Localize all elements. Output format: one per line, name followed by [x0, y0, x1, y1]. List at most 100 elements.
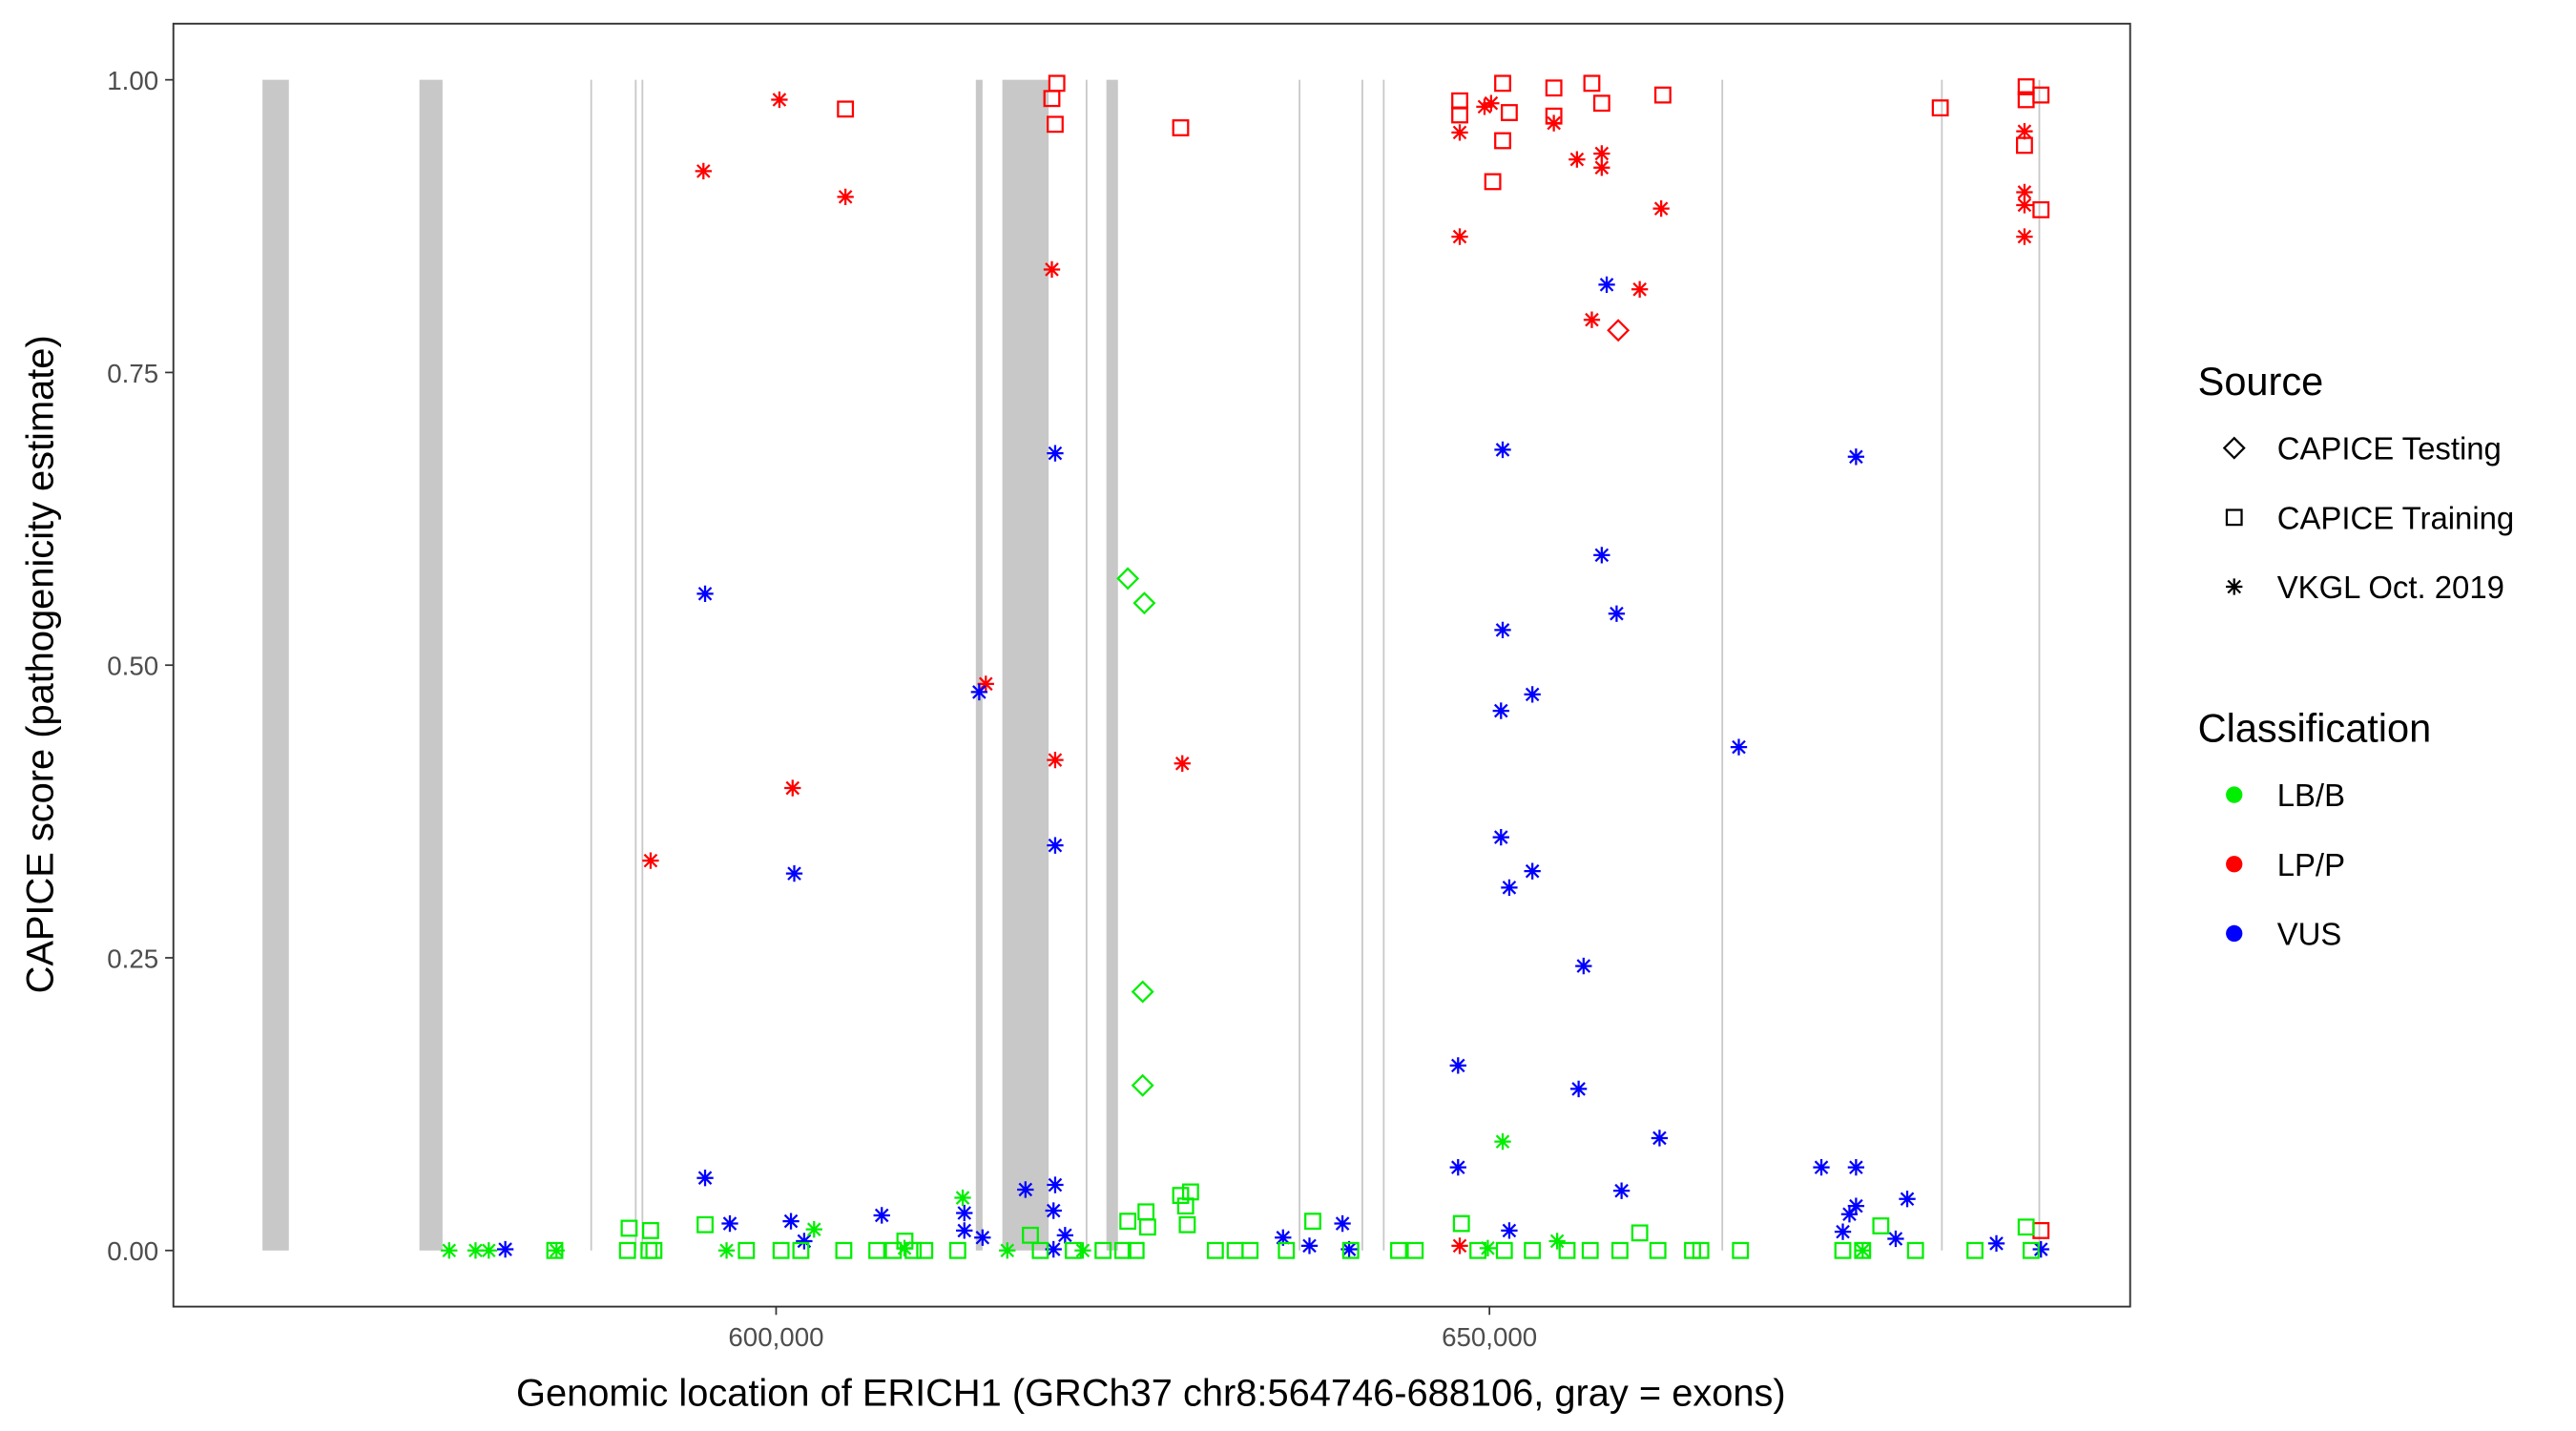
square-marker — [1834, 1241, 1852, 1259]
exon-band — [1382, 79, 1385, 1251]
data-point — [1593, 145, 1610, 162]
square-marker — [835, 1241, 853, 1259]
diamond-marker — [1131, 980, 1154, 1004]
data-point — [792, 1241, 810, 1259]
data-point — [2032, 86, 2050, 104]
asterisk-marker — [1501, 879, 1518, 897]
asterisk-marker — [1887, 1230, 1904, 1248]
legend-source-title: Source — [2198, 359, 2324, 404]
square-marker — [737, 1241, 756, 1259]
data-point — [1131, 1073, 1154, 1097]
square-marker — [2016, 136, 2033, 155]
data-point — [977, 675, 994, 693]
square-marker — [2022, 1241, 2040, 1259]
legend-color-dot-icon — [2226, 786, 2243, 803]
square-marker — [1558, 1241, 1576, 1259]
asterisk-marker — [1494, 621, 1511, 639]
data-point — [1494, 74, 1511, 93]
square-marker — [1501, 104, 1518, 121]
data-point — [873, 1207, 890, 1224]
data-point — [1899, 1191, 1916, 1208]
x-axis-title: Genomic location of ERICH1 (GRCh37 chr8:… — [516, 1372, 1786, 1414]
data-point — [916, 1241, 934, 1259]
asterisk-marker — [1598, 276, 1615, 294]
asterisk-marker — [1494, 1132, 1511, 1151]
asterisk-marker — [1479, 1239, 1497, 1256]
asterisk-marker — [2016, 228, 2033, 245]
data-point — [1583, 311, 1601, 328]
asterisk-marker — [695, 162, 712, 180]
asterisk-marker — [1449, 1158, 1466, 1176]
data-point — [1241, 1241, 1259, 1259]
data-point — [884, 1241, 903, 1259]
square-marker — [1031, 1241, 1049, 1259]
square-marker — [1206, 1241, 1224, 1259]
square-marker — [1278, 1241, 1296, 1259]
asterisk-marker — [1451, 124, 1468, 141]
data-point — [696, 1215, 714, 1234]
data-point — [548, 1242, 565, 1259]
data-point — [1176, 1197, 1195, 1215]
asterisk-marker — [1451, 1237, 1468, 1255]
data-point — [1045, 1240, 1062, 1258]
data-point — [1074, 1242, 1091, 1259]
exon-band — [1361, 79, 1363, 1251]
data-point — [2017, 1218, 2035, 1236]
data-point — [1872, 1217, 1890, 1234]
data-point — [1127, 1241, 1145, 1259]
data-point — [1847, 1197, 1865, 1214]
data-point — [1501, 879, 1518, 897]
square-marker — [618, 1241, 636, 1259]
square-marker — [1545, 79, 1563, 97]
data-point — [1598, 276, 1615, 294]
square-marker — [1583, 74, 1601, 93]
asterisk-marker — [1501, 1222, 1518, 1239]
data-point — [1730, 738, 1748, 756]
data-point — [1178, 1215, 1196, 1234]
asterisk-marker — [548, 1242, 565, 1259]
square-marker — [1692, 1241, 1710, 1259]
square-marker — [1931, 99, 1949, 117]
data-point — [974, 1229, 991, 1246]
square-marker — [1178, 1215, 1196, 1234]
data-point — [1116, 567, 1140, 591]
asterisk-marker — [717, 1242, 736, 1259]
data-point — [1476, 98, 1493, 115]
data-point — [1206, 1241, 1224, 1259]
diamond-marker — [1131, 1073, 1154, 1097]
legend-classification-title: Classification — [2198, 706, 2432, 751]
asterisk-marker — [837, 188, 854, 206]
y-tick-label: 0.00 — [107, 1236, 158, 1266]
asterisk-marker — [873, 1207, 890, 1224]
data-point — [1031, 1241, 1049, 1259]
data-point — [1406, 1241, 1424, 1259]
legend: Source CAPICE Testing CAPICE Training VKGL… — [2198, 359, 2515, 951]
data-point — [1545, 107, 1563, 125]
y-axis-ticks: 0.00 0.25 0.50 0.75 1.00 — [107, 66, 174, 1266]
data-point — [1172, 119, 1190, 136]
square-marker — [1610, 1241, 1629, 1259]
square-marker — [2032, 86, 2050, 104]
square-marker — [1176, 1197, 1195, 1215]
data-point — [496, 1240, 514, 1258]
data-point — [1813, 1158, 1830, 1176]
data-point — [441, 1242, 458, 1259]
asterisk-marker — [1524, 686, 1541, 703]
legend-square-icon — [2225, 508, 2243, 527]
data-point — [868, 1241, 885, 1259]
asterisk-marker — [467, 1242, 485, 1259]
square-marker — [1484, 173, 1502, 191]
data-point — [1834, 1241, 1852, 1259]
asterisk-marker — [1451, 228, 1468, 245]
data-point — [1593, 547, 1610, 564]
square-marker — [1022, 1226, 1039, 1244]
data-point — [2016, 183, 2033, 201]
square-marker — [1631, 1224, 1649, 1242]
square-marker — [1390, 1241, 1407, 1259]
exon-band — [1721, 79, 1724, 1251]
data-point — [2016, 228, 2033, 245]
data-point — [1906, 1241, 1924, 1259]
data-point — [796, 1233, 813, 1250]
data-point — [1583, 74, 1601, 93]
asterisk-marker — [1045, 1202, 1062, 1219]
